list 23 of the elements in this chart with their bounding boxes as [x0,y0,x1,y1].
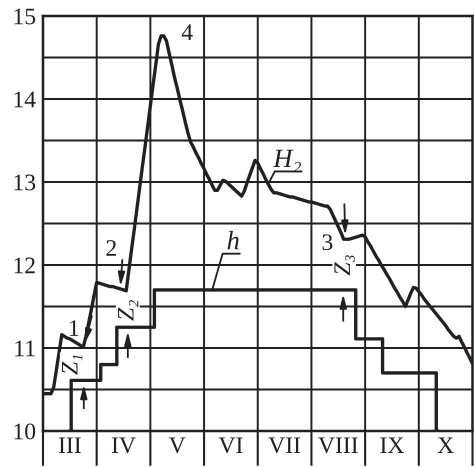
annotation: Z₃ [334,255,355,276]
y-tick-label: 14 [14,92,36,108]
y-tick-label: 11 [15,340,35,356]
x-tick-label: VII [268,437,300,454]
annotation: H₂ [273,150,301,172]
x-tick-label: III [58,437,81,453]
annotation: Z₁ [62,355,82,375]
y-tick-label: 12 [14,258,35,274]
y-tick-label: 13 [14,174,36,190]
annotation: h [228,230,239,250]
annotation: 2 [106,240,116,256]
x-tick-label: IV [112,437,136,454]
x-tick-label: X [438,437,454,453]
x-tick-label: IX [380,437,404,453]
annotation: 1 [70,320,78,336]
x-tick-label: VI [218,437,243,454]
y-tick-label: 15 [14,8,36,24]
annotation: Z₂ [118,300,138,321]
y-tick-label: 10 [14,423,36,440]
annotation: 3 [322,234,332,250]
x-tick-label: V [168,437,186,454]
x-tick-label: VIII [318,437,358,454]
annotation: 4 [182,24,193,40]
